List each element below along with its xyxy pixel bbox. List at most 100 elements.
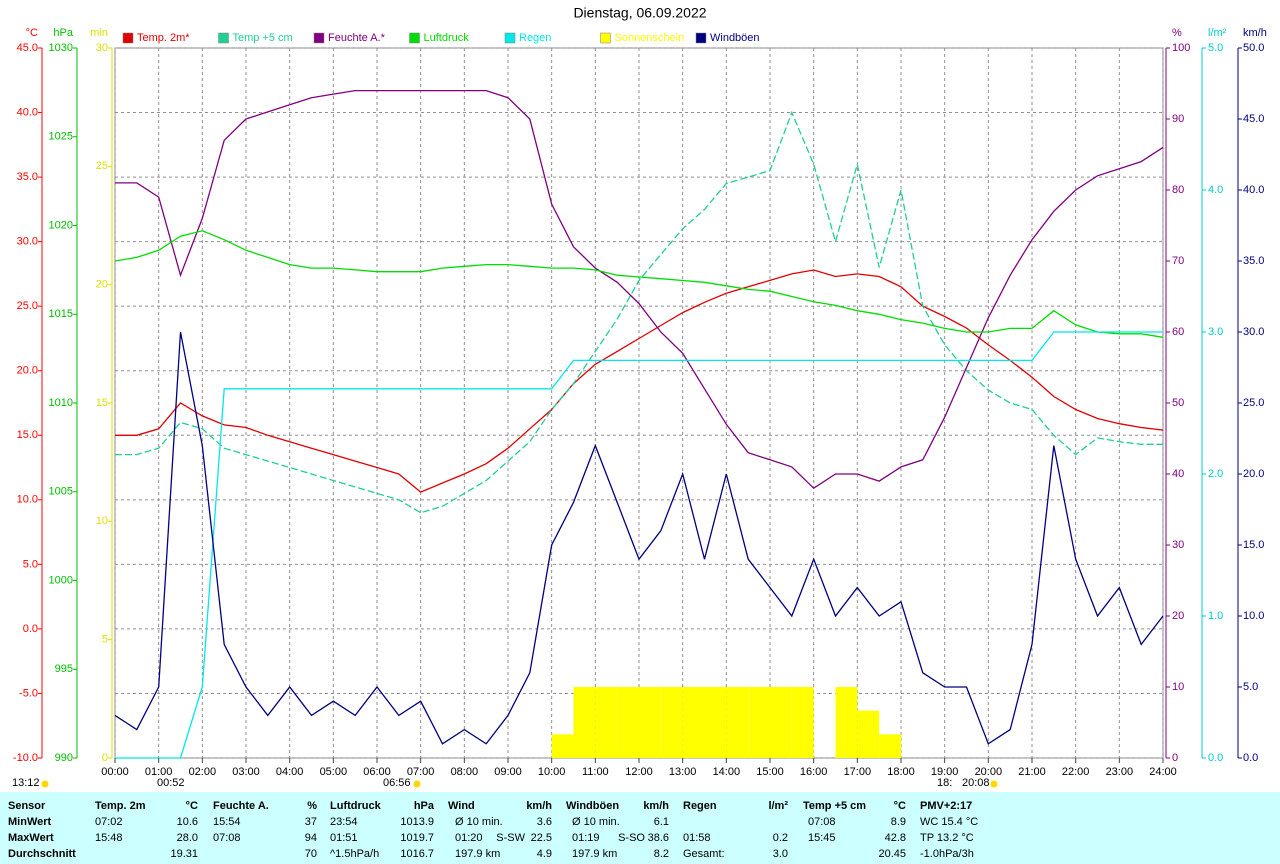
y-tick-label: 15: [96, 397, 108, 409]
sunshine-bar: [791, 687, 814, 758]
y-tick-label: 35.0: [1243, 255, 1264, 267]
table-header: Regen: [683, 800, 717, 812]
table-cell: 70: [305, 848, 317, 860]
table-cell: 15:48: [95, 832, 123, 844]
y-tick-label: 10.0: [17, 494, 38, 506]
y-tick-label: 40.0: [17, 106, 38, 118]
annotation: 00:52: [157, 777, 185, 789]
y-tick-label: 45.0: [17, 42, 38, 54]
series-line: [115, 269, 1164, 493]
sunshine-bar: [748, 687, 770, 758]
table-cell: 8.2: [654, 848, 669, 860]
y-tick-label: 70: [1172, 255, 1184, 267]
y-tick-label: 80: [1172, 184, 1184, 196]
y-tick-label: 10: [96, 515, 108, 527]
table-row-label: MinWert: [8, 816, 52, 828]
table-cell: 6.1: [654, 816, 669, 828]
x-tick-label: 03:00: [232, 766, 260, 778]
y-tick-label: 5: [102, 634, 108, 646]
table-header: Sensor: [8, 800, 46, 812]
x-tick-label: 19:00: [931, 766, 959, 778]
y-tick-label: 30.0: [1243, 326, 1264, 338]
table-cell: 94: [305, 832, 317, 844]
y-tick-label: 3.0: [1208, 326, 1223, 338]
x-tick-label: 22:00: [1062, 766, 1090, 778]
x-tick-label: 08:00: [451, 766, 479, 778]
x-tick-label: 00:00: [101, 766, 129, 778]
y-tick-label: 0: [1172, 752, 1178, 764]
table-cell: 01:58: [683, 832, 711, 844]
chart-title: Dienstag, 06.09.2022: [573, 5, 706, 21]
y-tick-label: 1025: [49, 131, 73, 143]
y-tick-label: 40.0: [1243, 184, 1264, 196]
y-tick-label: 25.0: [17, 300, 38, 312]
y-tick-label: 1005: [49, 486, 73, 498]
legend-label: Feuchte A.*: [328, 32, 386, 44]
axis-unit: hPa: [53, 27, 73, 39]
table-cell: 1016.7: [400, 848, 434, 860]
table-header: °C: [186, 800, 198, 812]
table-cell: 37: [305, 816, 317, 828]
table-cell: 8.9: [891, 816, 906, 828]
table-header: Temp +5 cm: [803, 800, 866, 812]
x-tick-label: 24:00: [1149, 766, 1177, 778]
legend-swatch: [122, 32, 134, 44]
table-cell: 42.8: [885, 832, 906, 844]
table-header: km/h: [526, 800, 552, 812]
axis-unit: min: [90, 27, 108, 39]
y-tick-label: 990: [55, 752, 73, 764]
legend-swatch: [313, 32, 325, 44]
x-tick-label: 09:00: [494, 766, 522, 778]
y-tick-label: 1030: [49, 42, 73, 54]
y-tick-label: 1000: [49, 574, 73, 586]
table-cell: 3.0: [773, 848, 788, 860]
table-cell: 38.6: [648, 832, 669, 844]
y-tick-label: 5.0: [1208, 42, 1223, 54]
x-tick-label: 23:00: [1106, 766, 1134, 778]
stats-table: Sensor Temp. 2m °C Feuchte A.% Luftdruck hPa W…: [8, 800, 978, 860]
y-tick-label: 5.0: [23, 558, 38, 570]
stats-table-background: [0, 792, 1280, 864]
x-tick-label: 20:00: [975, 766, 1003, 778]
legend-swatch: [600, 32, 611, 44]
y-tick-label: 25.0: [1243, 397, 1264, 409]
annotations: 13:12 00:52 06:56 18: 20:08: [12, 777, 998, 789]
x-tick-label: 02:00: [189, 766, 217, 778]
sun-icon: [990, 780, 998, 788]
table-cell: 23:54: [330, 816, 358, 828]
sunshine-bar: [551, 734, 574, 758]
table-header: hPa: [414, 800, 435, 812]
y-tick-label: 20.0: [17, 365, 38, 377]
y-tick-label: -5.0: [19, 687, 38, 699]
table-cell: TP 13.2 °C: [920, 832, 974, 844]
annotation: 06:56: [383, 777, 411, 789]
y-tick-label: 30: [1172, 539, 1184, 551]
table-cell: 4.9: [537, 848, 552, 860]
annotation: 13:12: [12, 777, 40, 789]
y-tick-label: 20: [1172, 610, 1184, 622]
table-header: Temp. 2m: [95, 800, 146, 812]
x-tick-label: 14:00: [713, 766, 741, 778]
sunshine-bar: [660, 687, 683, 758]
sunshine-bar: [639, 687, 661, 758]
legend-swatch: [409, 32, 420, 44]
table-header: Luftdruck: [330, 800, 382, 812]
table-cell: 0.2: [773, 832, 788, 844]
y-tick-label: 15.0: [17, 429, 38, 441]
y-tick-label: 1015: [49, 308, 73, 320]
axis-unit: °C: [26, 27, 38, 39]
table-cell: 07:08: [213, 832, 241, 844]
table-cell: 15:54: [213, 816, 241, 828]
y-tick-label: 10: [1172, 681, 1184, 693]
x-tick-label: 15:00: [756, 766, 784, 778]
table-cell: 15:45: [808, 832, 836, 844]
axis-unit: km/h: [1243, 27, 1267, 39]
x-tick-label: 17:00: [844, 766, 872, 778]
y-tick-label: 20: [96, 279, 108, 291]
plot-area: [114, 47, 1164, 759]
table-cell: 19.31: [170, 848, 198, 860]
y-tick-label: 0: [102, 752, 108, 764]
sunshine-bar: [682, 687, 705, 758]
sunshine-bar: [595, 687, 618, 758]
x-tick-label: 10:00: [538, 766, 566, 778]
